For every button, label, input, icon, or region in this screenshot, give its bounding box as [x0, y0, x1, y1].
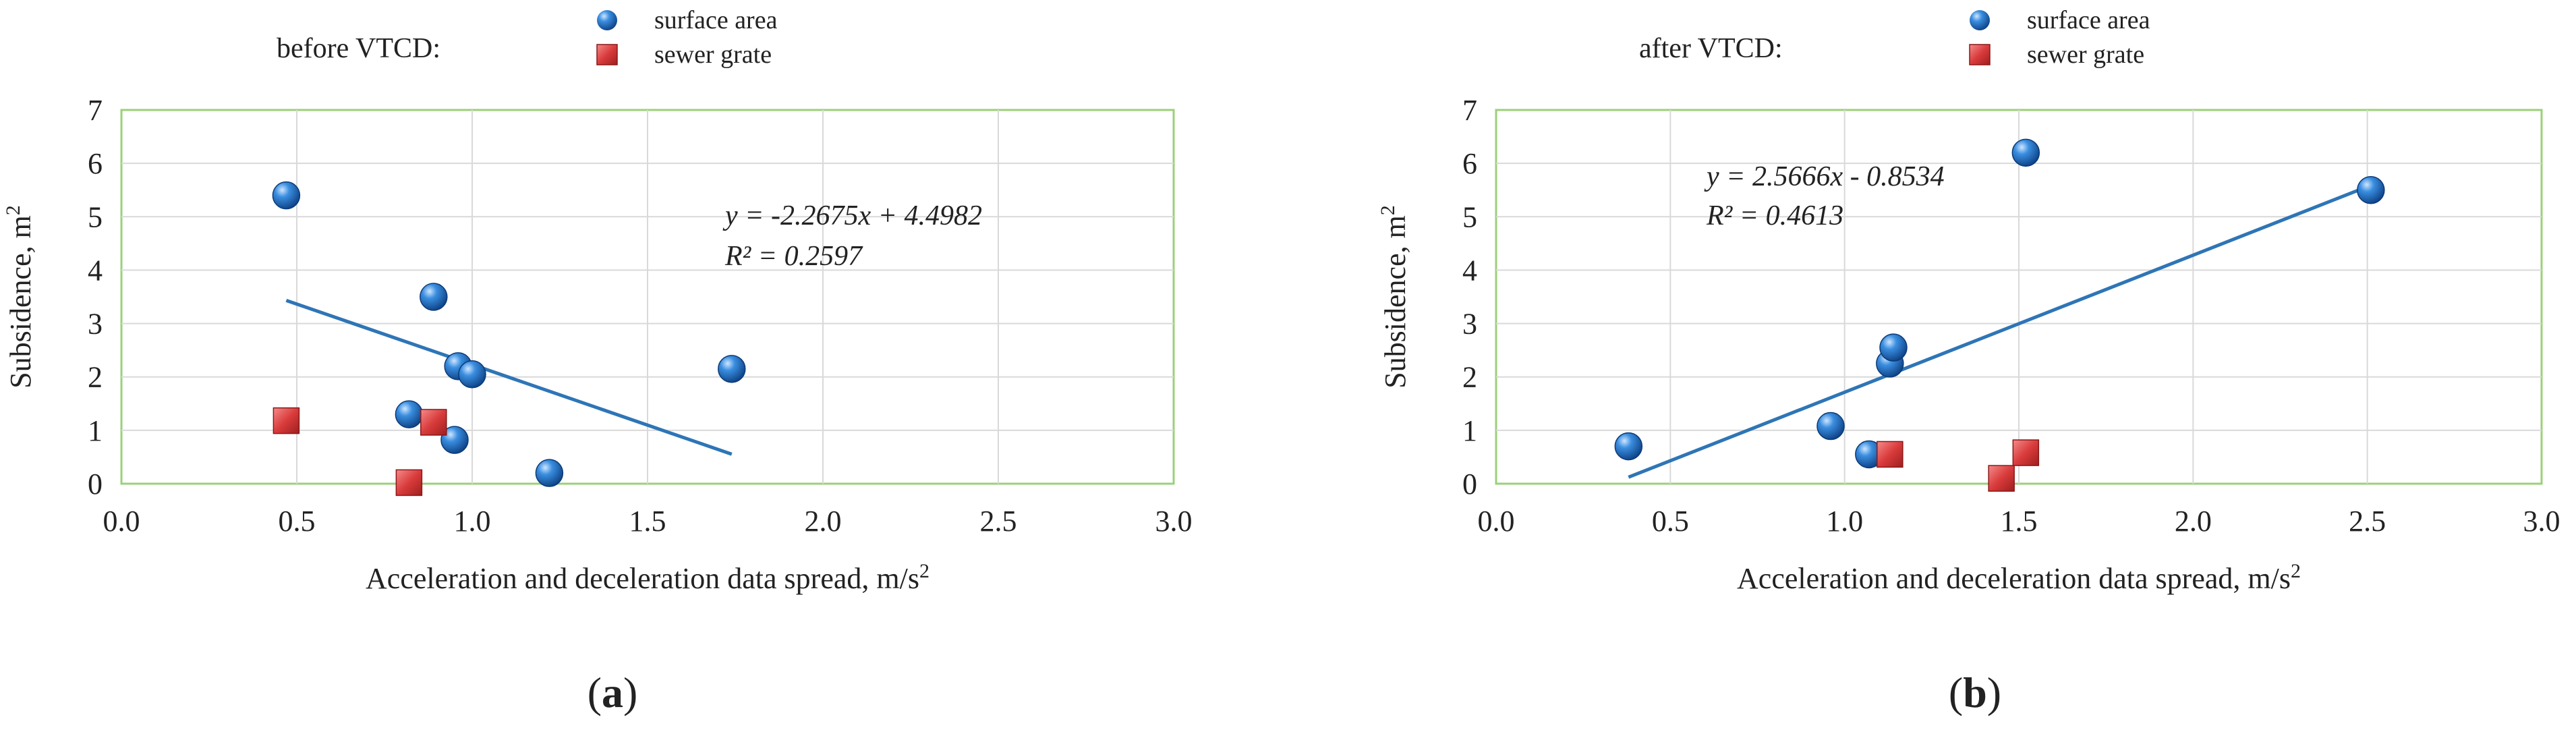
data-point-sewer-grate: [273, 407, 300, 434]
y-axis-title: Subsidence, m2: [2, 205, 38, 389]
y-tick-label: 3: [88, 308, 103, 341]
data-point-sewer-grate: [395, 469, 423, 497]
x-tick-label: 0.0: [103, 505, 140, 538]
data-point-surface-area: [535, 459, 564, 487]
trendline: [1628, 183, 2372, 479]
legend-label-surface-area: surface area: [2027, 6, 2150, 34]
data-point-surface-area: [420, 283, 448, 311]
data-point-surface-area: [440, 426, 469, 454]
trendline-r-squared: R² = 0.2597: [724, 241, 863, 272]
y-tick-label: 7: [88, 94, 103, 127]
y-tick-label: 0: [88, 468, 103, 501]
y-tick-label: 4: [88, 254, 103, 287]
data-point-surface-area: [2357, 175, 2385, 204]
x-tick-label: 0.5: [279, 505, 316, 538]
y-tick-label: 4: [1462, 254, 1477, 287]
trendline-equation: y = -2.2675x + 4.4982: [722, 200, 982, 231]
data-point-surface-area: [272, 181, 301, 210]
legend-label-surface-area: surface area: [654, 6, 778, 34]
legend-marker-surface-area: [597, 10, 617, 30]
y-tick-label: 7: [1462, 94, 1477, 127]
chart-panel-a: 0.0 0.5 1.0 1.5 2.0 2.5 3.0 0 1 2 3 4 5 6 7 Acceleratio…: [2, 6, 1193, 716]
legend-marker-sewer-grate: [596, 44, 618, 65]
x-tick-label: 0.5: [1652, 505, 1689, 538]
x-tick-label: 1.0: [1826, 505, 1863, 538]
panel-label: (b): [1949, 669, 2001, 716]
y-tick-label: 2: [88, 361, 103, 394]
legend: surface area sewer grate: [1969, 6, 2150, 69]
y-tick-label: 1: [88, 414, 103, 447]
legend: surface area sewer grate: [596, 6, 778, 69]
data-point-surface-area: [458, 360, 486, 389]
x-tick-label: 0.0: [1478, 505, 1515, 538]
legend-marker-sewer-grate: [1969, 44, 1991, 65]
panel-label: (a): [588, 669, 638, 716]
data-point-sewer-grate: [1988, 465, 2015, 492]
trendline-r-squared: R² = 0.4613: [1706, 200, 1843, 231]
chart-panel-b: 0.0 0.5 1.0 1.5 2.0 2.5 3.0 0 1 2 3 4 5 6 7 Acceleratio…: [1377, 6, 2560, 716]
data-point-sewer-grate: [1877, 441, 1904, 468]
x-tick-label: 1.0: [454, 505, 491, 538]
y-tick-label: 5: [1462, 200, 1477, 233]
legend-marker-surface-area: [1970, 10, 1990, 30]
y-tick-label: 2: [1462, 361, 1477, 394]
data-point-sewer-grate: [420, 409, 447, 436]
x-tick-label: 2.5: [980, 505, 1017, 538]
legend-label-sewer-grate: sewer grate: [2027, 40, 2144, 69]
y-tick-label: 6: [1462, 147, 1477, 180]
chart-root: 0.0 0.5 1.0 1.5 2.0 2.5 3.0 0 1 2 3 4 5 6 7 Acceleratio…: [2, 6, 2560, 716]
data-point-surface-area: [718, 355, 746, 383]
legend-label-sewer-grate: sewer grate: [654, 40, 772, 69]
trendline-equation: y = 2.5666x - 0.8534: [1704, 161, 1945, 192]
x-tick-label: 2.5: [2349, 505, 2386, 538]
chart-title: after VTCD:: [1639, 33, 1783, 64]
chart-title: before VTCD:: [277, 33, 440, 64]
y-axis-title: Subsidence, m2: [1377, 205, 1412, 389]
x-tick-label: 3.0: [1155, 505, 1193, 538]
y-tick-label: 5: [88, 200, 103, 233]
data-point-surface-area: [1816, 412, 1845, 441]
data-point-surface-area: [395, 400, 424, 428]
x-tick-label: 1.5: [629, 505, 666, 538]
y-tick-label: 1: [1462, 414, 1477, 447]
x-axis-title: Acceleration and deceleration data sprea…: [1737, 560, 2301, 596]
y-tick-label: 0: [1462, 468, 1477, 501]
trendline: [285, 298, 733, 456]
x-tick-label: 2.0: [805, 505, 842, 538]
data-point-surface-area: [2011, 138, 2040, 167]
data-point-surface-area: [1614, 432, 1643, 461]
x-tick-label: 3.0: [2523, 505, 2560, 538]
x-tick-label: 1.5: [2001, 505, 2038, 538]
y-tick-label: 3: [1462, 308, 1477, 341]
y-tick-label: 6: [88, 147, 103, 180]
x-tick-label: 2.0: [2175, 505, 2212, 538]
data-point-surface-area: [1879, 333, 1908, 362]
data-point-sewer-grate: [2012, 439, 2040, 466]
x-axis-title: Acceleration and deceleration data sprea…: [366, 560, 929, 596]
